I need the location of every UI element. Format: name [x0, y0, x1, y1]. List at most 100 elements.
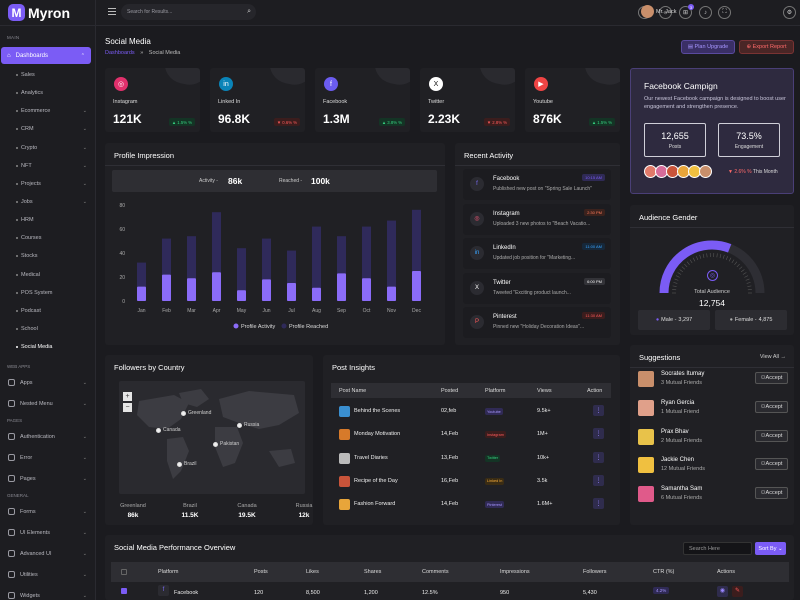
x-tick-label: Aug: [312, 308, 321, 314]
sidebar-item-school[interactable]: School: [0, 320, 95, 338]
gauge-tick: [746, 282, 751, 284]
breadcrumb-parent[interactable]: Dashboards: [105, 50, 135, 56]
sidebar-item-podcast[interactable]: Podcast: [0, 302, 95, 320]
map-pin-russia[interactable]: Russia: [237, 422, 259, 428]
sidebar-item-analytics[interactable]: Analytics: [0, 84, 95, 102]
gauge-tick: [740, 269, 745, 273]
accept-button[interactable]: ⚇ Accept: [755, 400, 788, 413]
sidebar-item-advanced-ui[interactable]: Advanced UI ⌄: [0, 543, 95, 564]
sidebar-item-label: Jobs: [21, 199, 33, 206]
post-thumbnail: [339, 475, 350, 487]
plan-upgrade-button[interactable]: ▤ Plan Upgrade: [681, 40, 735, 54]
map-pin-canada[interactable]: Canada: [156, 427, 181, 433]
sidebar-item-medical[interactable]: Medical: [0, 266, 95, 284]
fullscreen-icon[interactable]: ⛶: [718, 6, 731, 19]
stat-value: 96.8K: [218, 112, 251, 126]
avatar: [638, 399, 654, 416]
activity-item[interactable]: in LinkedIn Updated job position for "Mark…: [463, 238, 611, 269]
edit-icon[interactable]: ✎: [732, 586, 743, 597]
col-posted: Posted: [441, 388, 459, 394]
row-checkbox[interactable]: [121, 588, 127, 594]
logo[interactable]: M Myron: [0, 0, 95, 26]
zoom-in-button[interactable]: +: [123, 392, 132, 401]
sidebar-item-dashboards[interactable]: ⌂ Dashboards ⌃: [1, 47, 91, 64]
sidebar-item-projects[interactable]: Projects ⌄: [0, 175, 95, 193]
sidebar-item-nested-menu[interactable]: Nested Menu ⌄: [0, 393, 95, 414]
more-options-icon[interactable]: ⋮: [593, 498, 604, 510]
sidebar-item-sales[interactable]: Sales: [0, 66, 95, 84]
more-options-icon[interactable]: ⋮: [593, 428, 604, 440]
sidebar-item-crm[interactable]: CRM ⌄: [0, 120, 95, 138]
sidebar-item-courses[interactable]: Courses: [0, 229, 95, 247]
world-map[interactable]: + − Greenland Canada Russia Pakistan Bra…: [119, 381, 305, 494]
more-options-icon[interactable]: ⋮: [593, 451, 604, 463]
gauge-tick: [699, 254, 702, 259]
stat-change-badge: ▼ 0.6% %: [274, 118, 300, 126]
settings-gear-icon[interactable]: ⚙: [783, 6, 796, 19]
sidebar-item-label: Nested Menu: [20, 400, 53, 407]
sidebar-item-apps[interactable]: Apps ⌄: [0, 372, 95, 393]
stat-label: Facebook: [323, 99, 348, 105]
activity-item[interactable]: P Pinterest Pinned new "Holiday Decoration…: [463, 307, 611, 338]
panel-title: Followers by Country: [114, 363, 185, 372]
user-name[interactable]: Mr. Jack: [656, 9, 677, 15]
sidebar-item-hrm[interactable]: HRM: [0, 211, 95, 229]
sidebar-item-forms[interactable]: Forms ⌄: [0, 501, 95, 522]
map-pin-pakistan[interactable]: Pakistan: [213, 441, 239, 447]
sort-by-button[interactable]: Sort By ⌄: [755, 542, 786, 555]
view-all-link[interactable]: View All →: [759, 354, 786, 360]
col-impressions: Impressions: [500, 569, 530, 575]
stat-value: 1.3M: [323, 112, 350, 126]
map-pin-greenland[interactable]: Greenland: [181, 410, 211, 416]
stat-change-badge: ▲ 1.5% %: [589, 118, 615, 126]
activity-item[interactable]: X Twitter Tweeted "Exciting product launch…: [463, 272, 611, 304]
sidebar-item-ecommerce[interactable]: Ecommerce ⌄: [0, 102, 95, 120]
cell-views: 9.5k+: [537, 408, 551, 414]
activity-item[interactable]: f Facebook Published new post on "Spring S…: [463, 169, 611, 200]
export-report-button[interactable]: ⊕ Export Report: [739, 40, 794, 54]
accept-button[interactable]: ⚇ Accept: [755, 429, 788, 442]
sidebar-item-authentication[interactable]: Authentication ⌄: [0, 426, 95, 447]
menu-icon: [8, 508, 15, 516]
sidebar-item-label: NFT: [21, 162, 32, 169]
sidebar-item-ui-elements[interactable]: UI Elements ⌄: [0, 522, 95, 543]
sidebar-item-pages[interactable]: Pages ⌄: [0, 468, 95, 489]
gauge-tick: [738, 266, 743, 270]
menu-toggle-icon[interactable]: [108, 8, 116, 16]
view-icon[interactable]: ◉: [717, 586, 728, 597]
sidebar-item-stocks[interactable]: Stocks: [0, 247, 95, 265]
more-options-icon[interactable]: ⋮: [593, 474, 604, 486]
sidebar-item-utilities[interactable]: Utilities ⌄: [0, 564, 95, 585]
sidebar-item-error[interactable]: Error ⌄: [0, 447, 95, 468]
map-pin-brazil[interactable]: Brazil: [177, 461, 197, 467]
cart-icon[interactable]: ⊞ 3: [679, 4, 694, 19]
stat-card-twitter: X Twitter 2.23K ▼ 2.8% %: [420, 68, 515, 132]
sidebar-item-pos-system[interactable]: POS System: [0, 284, 95, 302]
sidebar-item-label: Widgets: [20, 592, 40, 599]
sidebar-item-nft[interactable]: NFT ⌄: [0, 157, 95, 175]
more-options-icon[interactable]: ⋮: [593, 405, 604, 416]
topbar: Search for Results... ⌕ ◔ ☼ ⊞3 ♪ ⛶ Mr. J…: [96, 0, 800, 26]
accept-button[interactable]: ⚇ Accept: [755, 487, 788, 500]
sidebar-item-widgets[interactable]: Widgets ⌄: [0, 585, 95, 600]
sidebar: M Myron MAIN ⌂ Dashboards ⌃ Sales Analyti…: [0, 0, 96, 600]
accept-button[interactable]: ⚇ Accept: [755, 458, 788, 471]
sidebar-item-jobs[interactable]: Jobs ⌄: [0, 193, 95, 211]
search-input[interactable]: Search for Results... ⌕: [121, 4, 256, 20]
activity-item[interactable]: ◎ Instagram Uploaded 3 new photos to "Beac…: [463, 203, 611, 235]
activity-desc: Updated job position for "Marketing...: [493, 255, 576, 261]
overview-search-input[interactable]: Search Here: [683, 542, 752, 555]
sidebar-item-crypto[interactable]: Crypto ⌄: [0, 139, 95, 157]
bell-icon[interactable]: ♪: [699, 6, 712, 19]
accept-button[interactable]: ⚇ Accept: [755, 372, 788, 384]
col-shares: Shares: [364, 569, 382, 575]
campaign-change-value: ▼ 2.6% %: [728, 169, 752, 175]
gauge-tick: [745, 278, 750, 281]
theme-toggle-icon[interactable]: ☼: [659, 6, 672, 19]
zoom-out-button[interactable]: −: [123, 403, 132, 412]
avatar[interactable]: [641, 5, 654, 18]
bullet-icon: [16, 146, 18, 149]
select-all-checkbox[interactable]: [121, 569, 127, 575]
sidebar-item-social-media[interactable]: Social Media: [0, 338, 95, 356]
search-icon[interactable]: ⌕: [247, 8, 251, 15]
